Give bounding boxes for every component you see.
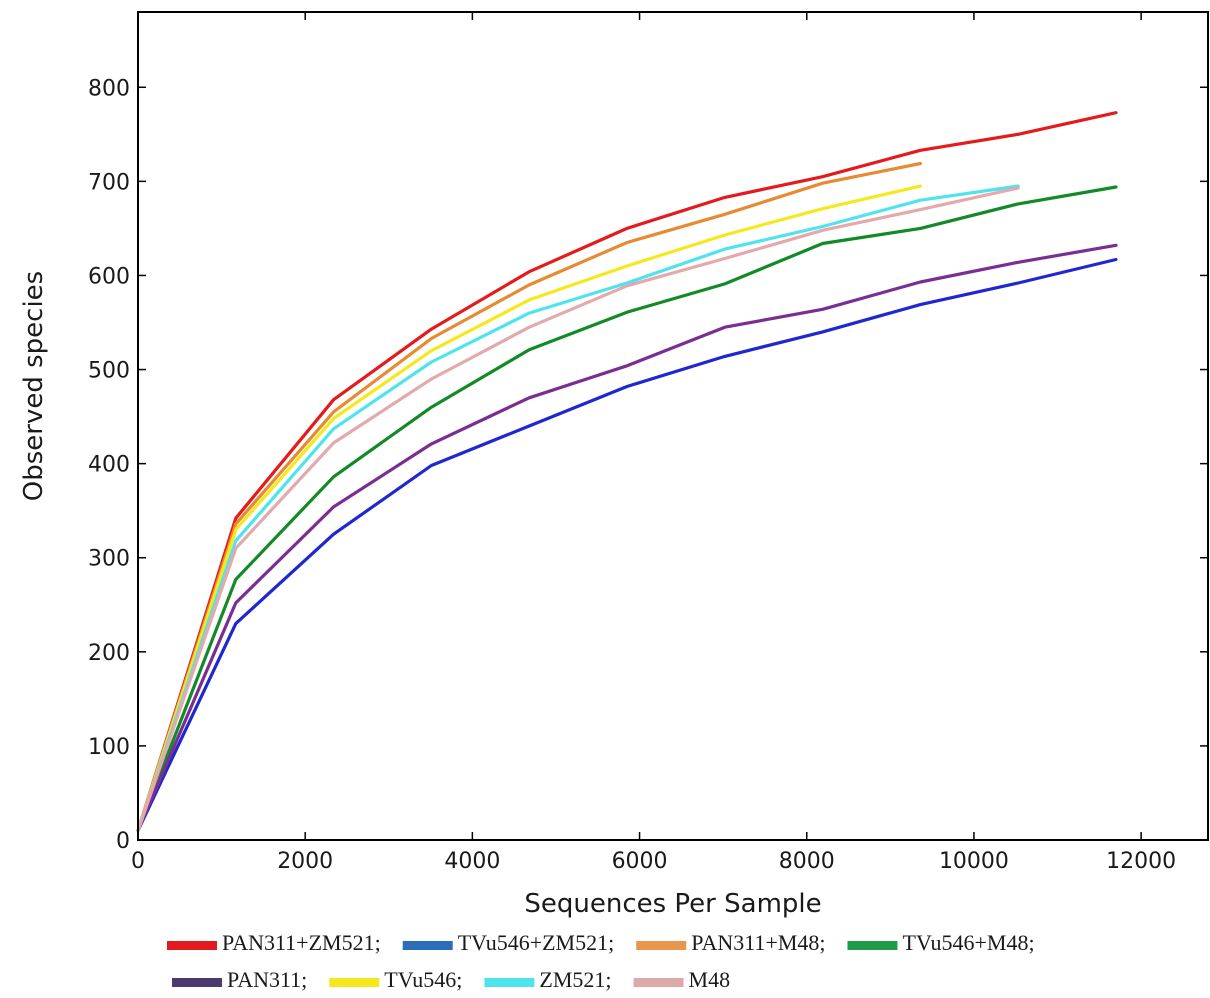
series-line-0 [136,111,1118,833]
x-tick-label: 2000 [277,849,333,874]
legend-swatch [329,978,380,987]
x-axis: 0 2000 4000 6000 8000 10000 12000 [131,12,1176,874]
legend-label: ZM521; [539,967,611,992]
y-tick-label: 300 [88,547,130,572]
y-tick-label: 400 [88,453,130,478]
x-tick-label: 10000 [939,849,1009,874]
series-line-5 [136,184,923,833]
y-tick-label: 800 [88,76,130,101]
y-tick-label: 200 [88,641,130,666]
x-tick-label: 8000 [779,849,835,874]
legend-label: M48 [689,967,731,992]
legend: PAN311+ZM521; TVu546+ZM521; PAN311+M48; TVu… [167,930,1035,992]
legend-label: PAN311+M48; [691,930,825,955]
series-line-3 [136,185,1118,833]
x-tick-label: 4000 [444,849,500,874]
legend-swatch [402,941,453,950]
legend-label: PAN311+ZM521; [222,930,381,955]
y-tick-label: 100 [88,735,130,760]
x-tick-label: 6000 [612,849,668,874]
legend-swatch [847,941,898,950]
y-tick-label: 500 [88,359,130,384]
plot-lines [136,111,1118,833]
legend-swatch [636,941,687,950]
y-axis: 0 100 200 300 400 500 600 700 800 [88,76,1208,854]
x-axis-title: Sequences Per Sample [524,889,821,919]
legend-label: PAN311; [227,967,307,992]
y-axis-title: Observed species [19,271,49,501]
legend-swatch [172,978,222,987]
series-line-7 [136,186,1020,833]
legend-swatch [484,978,535,987]
series-line-4 [136,243,1118,833]
y-tick-label: 600 [88,264,130,289]
legend-swatch [167,941,217,950]
legend-label: TVu546+M48; [903,930,1035,955]
x-tick-label: 0 [131,849,145,874]
series-line-2 [136,161,923,833]
y-tick-label: 700 [88,170,130,195]
series-line-6 [136,184,1020,833]
legend-swatch [633,978,684,987]
x-tick-label: 12000 [1106,849,1176,874]
legend-label: TVu546+ZM521; [458,930,615,955]
legend-label: TVu546; [384,967,462,992]
plot-frame [137,11,1209,841]
series-line-1 [136,257,1118,833]
y-tick-label: 0 [116,829,130,854]
